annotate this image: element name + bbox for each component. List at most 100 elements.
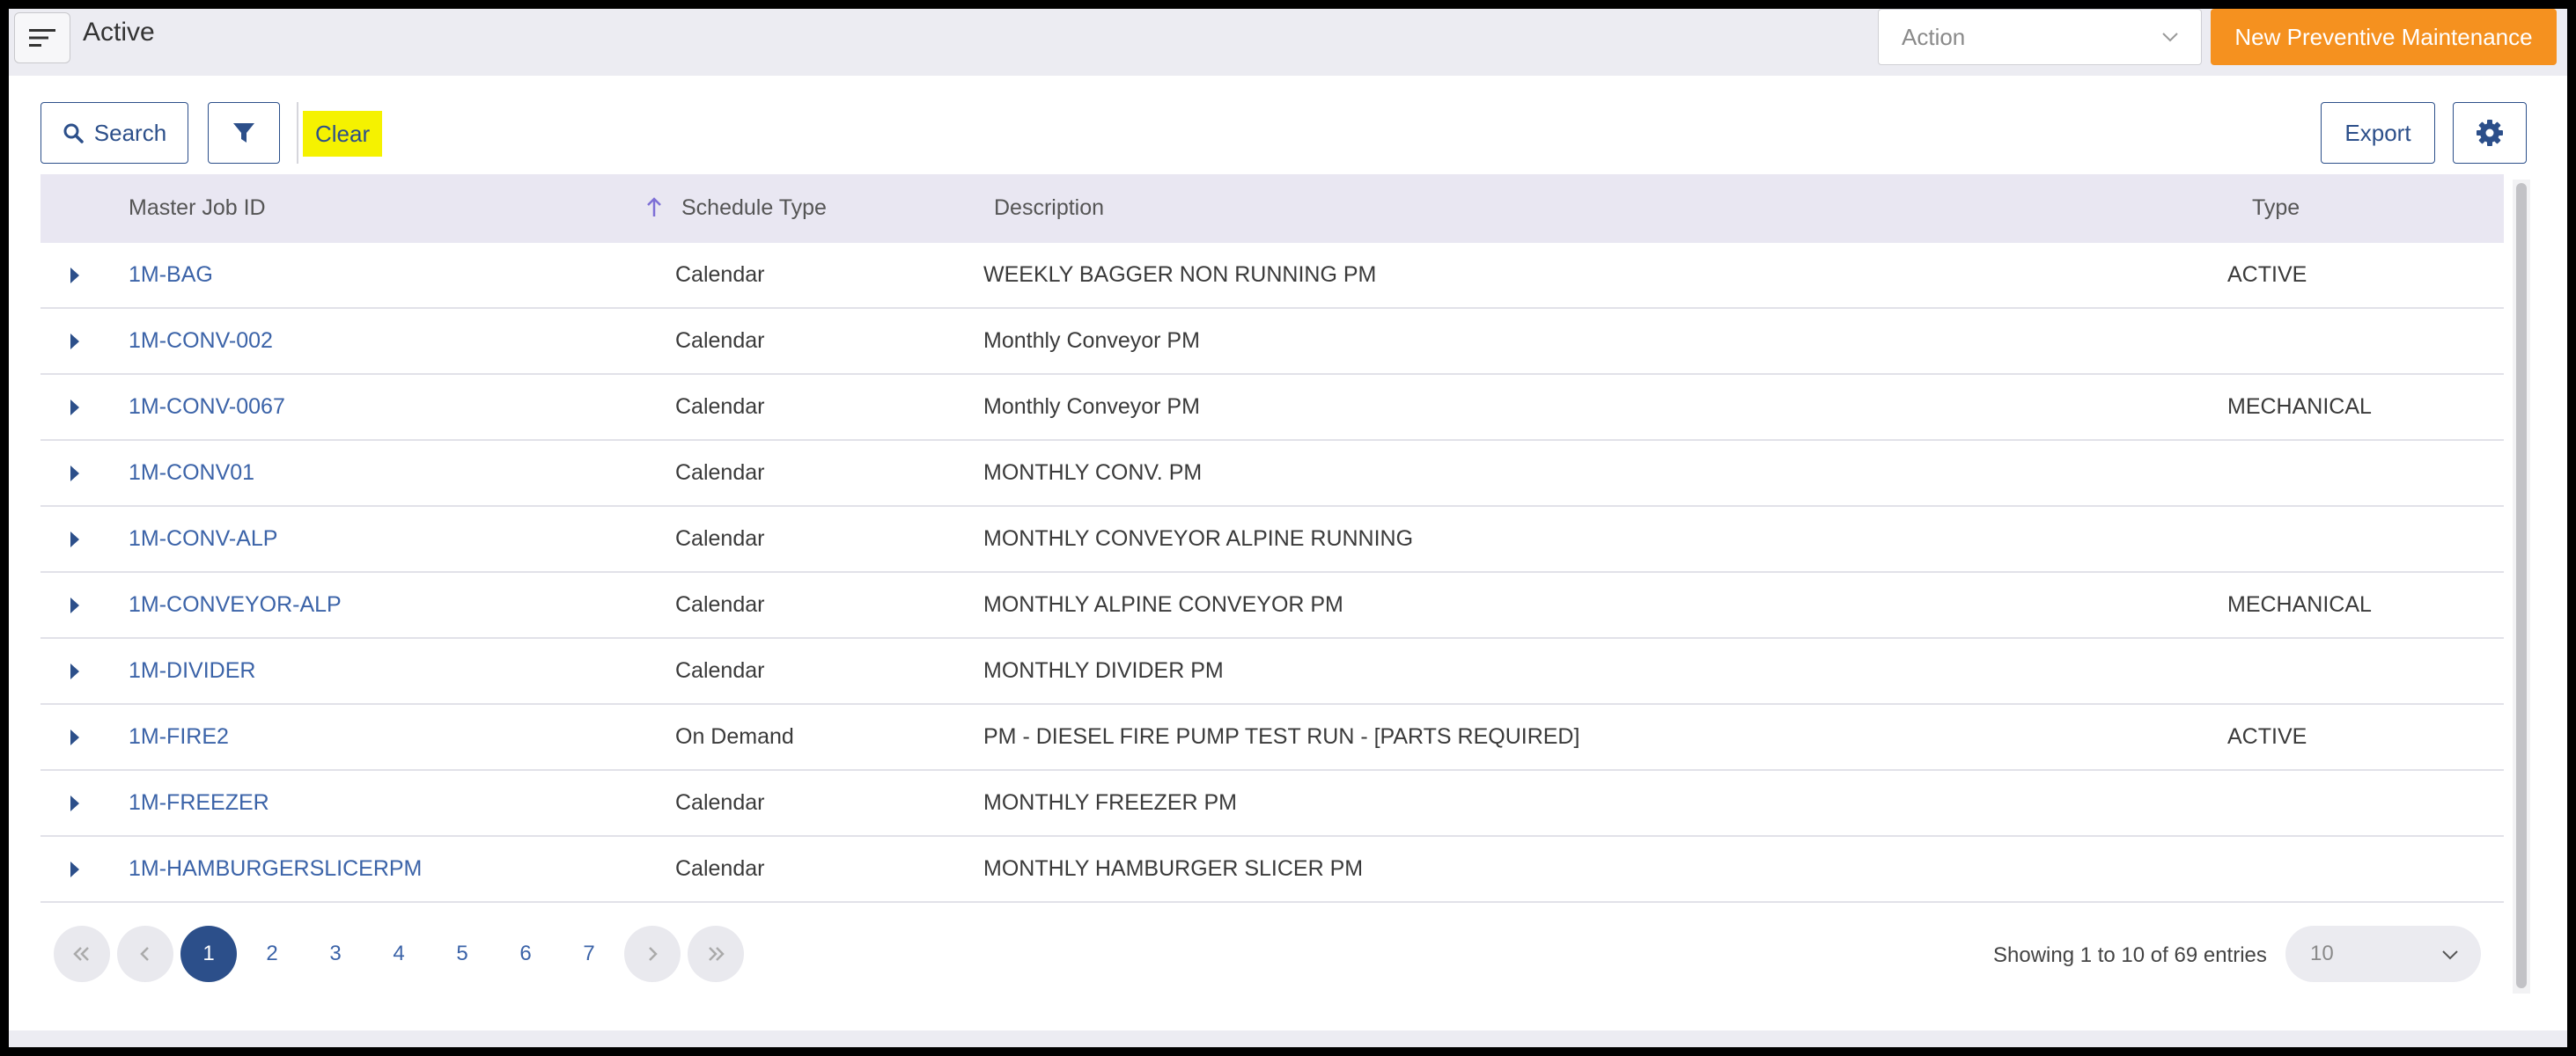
table-row[interactable]: 1M-BAG Calendar WEEKLY BAGGER NON RUNNING … bbox=[40, 243, 2504, 309]
expand-row-icon[interactable] bbox=[69, 794, 81, 813]
next-page-button[interactable] bbox=[624, 926, 681, 982]
new-preventive-maintenance-button[interactable]: New Preventive Maintenance bbox=[2211, 9, 2557, 65]
search-button[interactable]: Search bbox=[40, 102, 188, 164]
expand-row-icon[interactable] bbox=[69, 662, 81, 681]
page-7-button[interactable]: 7 bbox=[583, 942, 595, 965]
gear-icon bbox=[2477, 120, 2503, 146]
type-cell: MECHANICAL bbox=[2227, 394, 2372, 419]
type-cell: ACTIVE bbox=[2227, 262, 2307, 287]
master-job-id-link[interactable]: 1M-BAG bbox=[129, 262, 213, 287]
table-body: 1M-BAG Calendar WEEKLY BAGGER NON RUNNING … bbox=[40, 243, 2504, 903]
expand-row-icon[interactable] bbox=[69, 860, 81, 879]
page-size-select[interactable]: 10 bbox=[2285, 926, 2481, 982]
description-cell: Monthly Conveyor PM bbox=[983, 394, 1200, 419]
master-job-id-link[interactable]: 1M-CONV-ALP bbox=[129, 526, 278, 551]
sort-ascending-icon[interactable] bbox=[644, 195, 664, 220]
page-4-button[interactable]: 4 bbox=[393, 942, 405, 965]
top-bar: Active Action New Preventive Maintenance bbox=[9, 9, 2567, 76]
action-select[interactable]: Action bbox=[1878, 9, 2202, 65]
maintenance-table: Master Job ID Schedule Type Description … bbox=[40, 174, 2504, 903]
schedule-type-cell: Calendar bbox=[675, 856, 765, 881]
last-page-button[interactable] bbox=[688, 926, 744, 982]
settings-button[interactable] bbox=[2453, 102, 2527, 164]
expand-row-icon[interactable] bbox=[69, 332, 81, 351]
master-job-id-link[interactable]: 1M-CONV-0067 bbox=[129, 394, 285, 419]
description-cell: MONTHLY CONV. PM bbox=[983, 460, 1203, 485]
expand-row-icon[interactable] bbox=[69, 464, 81, 483]
table-row[interactable]: 1M-FREEZER Calendar MONTHLY FREEZER PM bbox=[40, 771, 2504, 837]
expand-row-icon[interactable] bbox=[69, 530, 81, 549]
schedule-type-cell: On Demand bbox=[675, 724, 794, 749]
double-chevron-left-icon bbox=[73, 947, 89, 961]
type-cell: MECHANICAL bbox=[2227, 592, 2372, 617]
schedule-type-cell: Calendar bbox=[675, 394, 765, 419]
search-button-label: Search bbox=[93, 119, 167, 146]
action-select-value: Action bbox=[1902, 23, 1966, 50]
description-cell: MONTHLY FREEZER PM bbox=[983, 790, 1237, 815]
previous-page-button[interactable] bbox=[117, 926, 173, 982]
expand-row-icon[interactable] bbox=[69, 266, 81, 285]
chevron-right-icon bbox=[649, 947, 658, 961]
page-2-button[interactable]: 2 bbox=[266, 942, 278, 965]
expand-row-icon[interactable] bbox=[69, 728, 81, 747]
column-header-master-job-id[interactable]: Master Job ID bbox=[129, 195, 266, 220]
master-job-id-link[interactable]: 1M-CONV01 bbox=[129, 460, 255, 485]
table-row[interactable]: 1M-CONV-0067 Calendar Monthly Conveyor PM M… bbox=[40, 375, 2504, 441]
table-row[interactable]: 1M-CONV-ALP Calendar MONTHLY CONVEYOR ALPI… bbox=[40, 507, 2504, 573]
table-row[interactable]: 1M-HAMBURGERSLICERPM Calendar MONTHLY HAMB… bbox=[40, 837, 2504, 903]
table-row[interactable]: 1M-FIRE2 On Demand PM - DIESEL FIRE PUMP T… bbox=[40, 705, 2504, 771]
clear-filters-link[interactable]: Clear bbox=[303, 111, 383, 157]
table-row[interactable]: 1M-CONV01 Calendar MONTHLY CONV. PM bbox=[40, 441, 2504, 507]
page-5-button[interactable]: 5 bbox=[456, 942, 468, 965]
chevron-down-icon bbox=[2442, 950, 2458, 960]
page-1-button[interactable]: 1 bbox=[180, 926, 237, 982]
chevron-down-icon bbox=[2162, 33, 2178, 42]
schedule-type-cell: Calendar bbox=[675, 460, 765, 485]
chevron-left-icon bbox=[140, 947, 149, 961]
description-cell: MONTHLY CONVEYOR ALPINE RUNNING bbox=[983, 526, 1414, 551]
master-job-id-link[interactable]: 1M-FIRE2 bbox=[129, 724, 229, 749]
schedule-type-cell: Calendar bbox=[675, 526, 765, 551]
first-page-button[interactable] bbox=[54, 926, 110, 982]
expand-row-icon[interactable] bbox=[69, 398, 81, 417]
description-cell: WEEKLY BAGGER NON RUNNING PM bbox=[983, 262, 1377, 287]
page-3-button[interactable]: 3 bbox=[329, 942, 342, 965]
schedule-type-cell: Calendar bbox=[675, 592, 765, 617]
table-row[interactable]: 1M-CONVEYOR-ALP Calendar MONTHLY ALPINE CO… bbox=[40, 573, 2504, 639]
column-header-type[interactable]: Type bbox=[2252, 195, 2300, 220]
schedule-type-cell: Calendar bbox=[675, 262, 765, 287]
master-job-id-link[interactable]: 1M-CONVEYOR-ALP bbox=[129, 592, 342, 617]
page-title: Active bbox=[83, 18, 155, 47]
bottom-strip bbox=[9, 1030, 2567, 1047]
search-icon bbox=[63, 123, 84, 143]
master-job-id-link[interactable]: 1M-HAMBURGERSLICERPM bbox=[129, 856, 423, 881]
master-job-id-link[interactable]: 1M-CONV-002 bbox=[129, 328, 273, 353]
double-chevron-right-icon bbox=[709, 947, 725, 961]
scrollbar-thumb[interactable] bbox=[2516, 183, 2527, 988]
schedule-type-cell: Calendar bbox=[675, 790, 765, 815]
column-header-description[interactable]: Description bbox=[994, 195, 1105, 220]
table-row[interactable]: 1M-CONV-002 Calendar Monthly Conveyor PM bbox=[40, 309, 2504, 375]
schedule-type-cell: Calendar bbox=[675, 658, 765, 683]
entries-info: Showing 1 to 10 of 69 entries bbox=[1993, 943, 2267, 967]
page-size-value: 10 bbox=[2310, 942, 2334, 965]
description-cell: PM - DIESEL FIRE PUMP TEST RUN - [PARTS … bbox=[983, 724, 1580, 749]
table-header: Master Job ID Schedule Type Description … bbox=[40, 174, 2504, 243]
funnel-icon bbox=[233, 123, 254, 143]
description-cell: Monthly Conveyor PM bbox=[983, 328, 1200, 353]
column-header-schedule-type[interactable]: Schedule Type bbox=[681, 195, 827, 220]
description-cell: MONTHLY ALPINE CONVEYOR PM bbox=[983, 592, 1343, 617]
master-job-id-link[interactable]: 1M-FREEZER bbox=[129, 790, 269, 815]
toolbar-divider bbox=[297, 102, 298, 164]
expand-row-icon[interactable] bbox=[69, 596, 81, 615]
menu-button[interactable] bbox=[14, 12, 70, 63]
page-6-button[interactable]: 6 bbox=[519, 942, 532, 965]
master-job-id-link[interactable]: 1M-DIVIDER bbox=[129, 658, 256, 683]
description-cell: MONTHLY DIVIDER PM bbox=[983, 658, 1224, 683]
schedule-type-cell: Calendar bbox=[675, 328, 765, 353]
export-button[interactable]: Export bbox=[2321, 102, 2435, 164]
hamburger-menu-icon bbox=[29, 29, 55, 47]
type-cell: ACTIVE bbox=[2227, 724, 2307, 749]
filter-button[interactable] bbox=[208, 102, 280, 164]
table-row[interactable]: 1M-DIVIDER Calendar MONTHLY DIVIDER PM bbox=[40, 639, 2504, 705]
